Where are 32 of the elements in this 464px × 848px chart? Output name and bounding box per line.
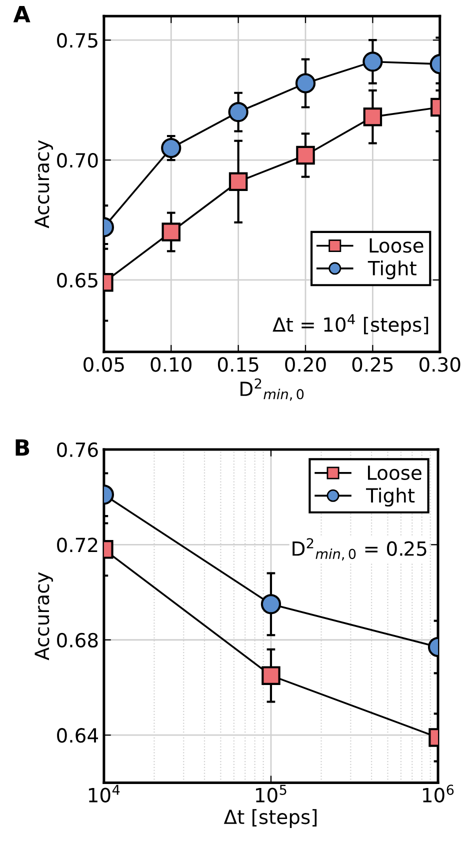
- x-axis-title: Δt [steps]: [224, 809, 317, 828]
- legend-label: Tight: [368, 260, 416, 280]
- annotation: D$^{2}$$_{min,0}$ = 0.25: [292, 538, 426, 560]
- y-tick-label: 0.64: [57, 728, 98, 743]
- point: [295, 73, 316, 94]
- x-tick-label: 0.05: [84, 357, 124, 372]
- x-axis-title: D$^{2}$$_{min,0}$: [240, 378, 304, 401]
- x-tick-label: 0.30: [420, 357, 460, 372]
- y-tick-label: 0.70: [57, 152, 98, 168]
- y-tick-label: 0.65: [57, 272, 98, 288]
- point: [228, 102, 248, 122]
- y-tick-label: 0.76: [57, 442, 98, 458]
- y-axis-title: Accuracy: [34, 140, 54, 228]
- x-tick-label: 0.10: [150, 357, 192, 372]
- annotation: Δt = 10$^{4}$ [steps]: [272, 314, 428, 336]
- y-tick-label: 0.72: [57, 538, 98, 552]
- legend-label: Loose: [370, 238, 424, 253]
- x-tick-label: 0.20: [285, 357, 326, 372]
- y-tick-label: 0.68: [57, 632, 98, 648]
- point: [228, 172, 248, 191]
- x-tick-label: 10$^{6}$: [423, 784, 454, 802]
- chart-title: A: [13, 6, 30, 22]
- point: [296, 146, 315, 165]
- x-tick-label: 10$^{4}$: [88, 784, 120, 802]
- x-tick-label: 0.25: [352, 357, 393, 372]
- chart-title: B: [16, 439, 30, 456]
- legend-label: Loose: [368, 466, 422, 480]
- y-axis-title: Accuracy: [34, 572, 54, 660]
- legend-label: Tight: [366, 488, 415, 507]
- x-tick-label: 0.15: [218, 357, 258, 372]
- y-tick-label: 0.75: [57, 33, 98, 48]
- x-tick-label: 10$^{5}$: [256, 784, 286, 802]
